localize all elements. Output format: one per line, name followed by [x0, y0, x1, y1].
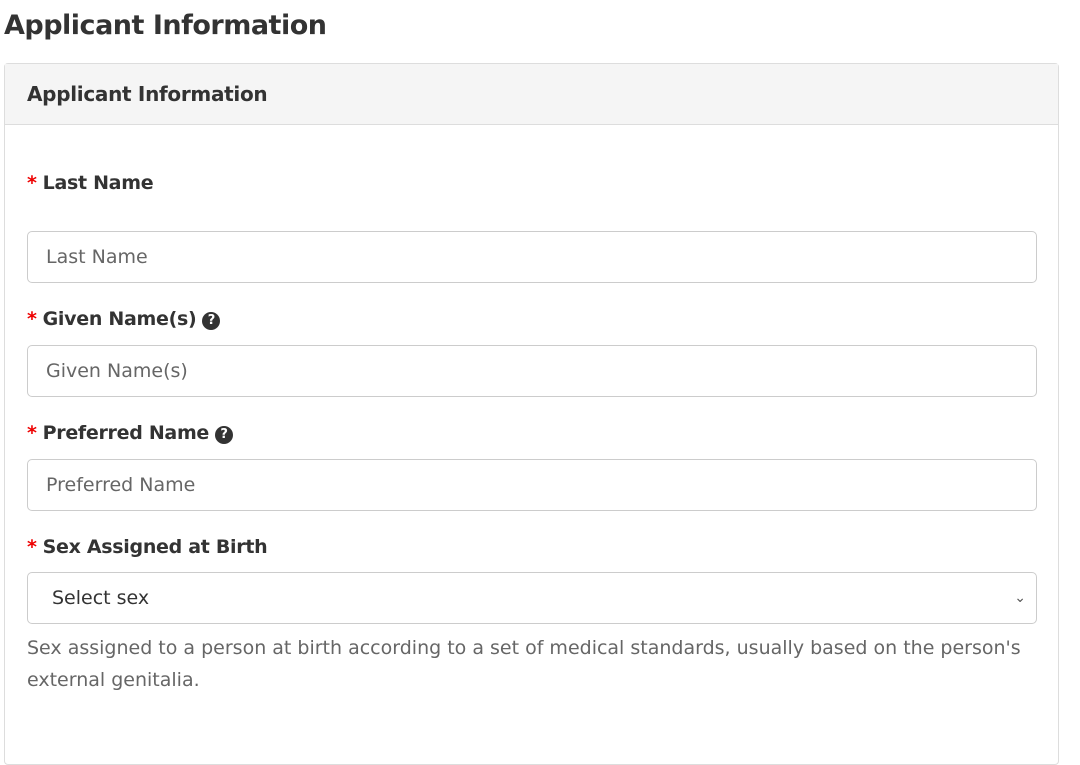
required-marker: *	[27, 422, 37, 444]
applicant-info-card: Applicant Information *Last Name *Given …	[4, 63, 1059, 765]
given-names-label: * Given Name(s)?	[27, 308, 221, 330]
given-names-input[interactable]	[27, 345, 1037, 397]
preferred-name-input[interactable]	[27, 459, 1037, 511]
question-circle-icon[interactable]: ?	[202, 312, 221, 330]
last-name-input[interactable]	[27, 231, 1037, 283]
required-marker: *	[27, 536, 37, 558]
sex-label: * Sex Assigned at Birth	[27, 536, 268, 558]
label-text: Sex Assigned at Birth	[42, 536, 268, 558]
required-marker: *	[27, 308, 37, 330]
label-text: Preferred Name	[42, 422, 210, 444]
sex-help-text: Sex assigned to a person at birth accord…	[27, 637, 1021, 691]
preferred-name-label: * Preferred Name?	[27, 422, 234, 444]
card-header: Applicant Information	[5, 64, 1058, 125]
label-text: Last Name	[42, 172, 154, 194]
page-title: Applicant Information	[4, 10, 327, 41]
label-text: Given Name(s)	[42, 308, 197, 330]
question-circle-icon[interactable]: ?	[215, 426, 234, 444]
select-value: Select sex	[52, 587, 150, 609]
chevron-down-icon: ⌄	[1014, 590, 1026, 606]
sex-select[interactable]: Select sex ⌄	[27, 572, 1037, 624]
last-name-label: * Last Name	[27, 172, 154, 194]
required-marker: *	[27, 172, 37, 194]
